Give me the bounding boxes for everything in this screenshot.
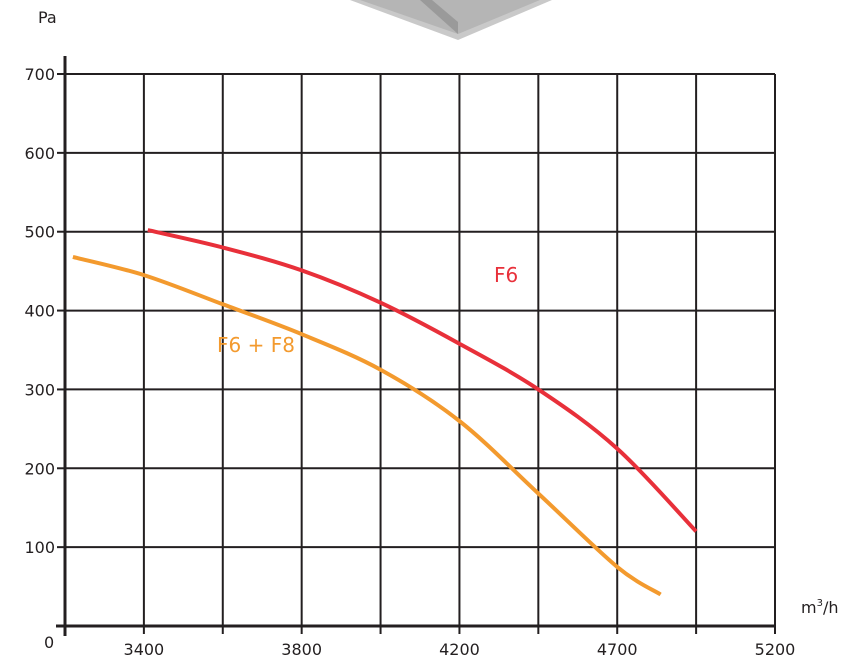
x-tick-label: 5200 — [755, 640, 796, 659]
y-tick-label: 500 — [24, 223, 55, 242]
product-image — [350, 0, 552, 40]
x-axis-unit: m3/h — [801, 598, 839, 617]
y-tick-label: 600 — [24, 144, 55, 163]
series-line-f6 — [147, 228, 698, 533]
y-tick-label: 200 — [24, 459, 55, 478]
origin-label: 0 — [44, 633, 54, 652]
y-axis-unit: Pa — [38, 8, 57, 27]
x-tick-label: 3800 — [281, 640, 322, 659]
axes — [56, 56, 776, 636]
tick-labels: 100 200 300 400 500 600 700 3400 3800 4200 4700 520… — [24, 65, 795, 659]
y-tick-label: 400 — [24, 302, 55, 321]
x-tick-label: 4200 — [439, 640, 480, 659]
y-tick-label: 700 — [24, 65, 55, 84]
y-tick-label: 300 — [24, 380, 55, 399]
x-tick-label: 3400 — [124, 640, 165, 659]
series-lines — [72, 228, 698, 597]
series-label-f6: F6 — [494, 263, 518, 287]
series-label-f6-f8: F6 + F8 — [217, 333, 295, 357]
series-line-f6-f8 — [72, 254, 662, 597]
x-tick-label: 4700 — [597, 640, 638, 659]
grid — [65, 73, 776, 626]
y-tick-label: 100 — [24, 538, 55, 557]
